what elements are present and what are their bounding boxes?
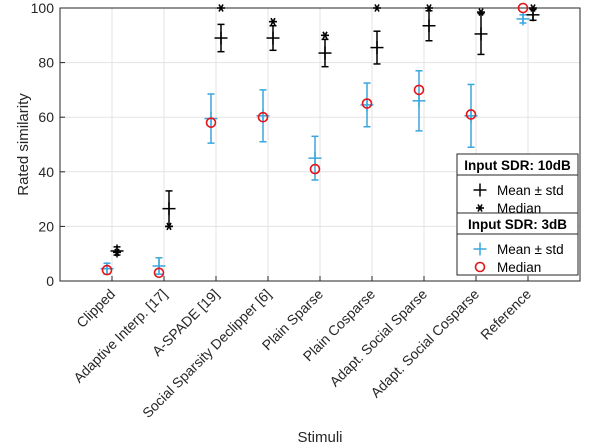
legend-3db-title: Input SDR: 3dB [468, 217, 567, 232]
median-marker [257, 111, 269, 123]
mean-marker [214, 31, 228, 45]
mean-marker [516, 12, 530, 26]
median-marker [517, 2, 529, 14]
mean-marker [318, 46, 332, 60]
data-marks [100, 2, 540, 279]
y-tick-label: 100 [31, 0, 55, 16]
median-marker [309, 163, 321, 175]
legend-3db-mean-symbol [473, 242, 487, 256]
y-tick-label: 0 [46, 273, 54, 289]
median-marker [217, 4, 225, 12]
y-ticks: 0 20 40 60 80 100 [31, 0, 65, 289]
legend-10db: Input SDR: 10dB Mean ± std Median [456, 153, 579, 217]
legend-10db-median-label: Median [497, 201, 541, 216]
series-10db [110, 4, 540, 258]
mean-marker [474, 27, 488, 41]
legend-10db-title: Input SDR: 10dB [464, 158, 571, 173]
median-marker [269, 17, 277, 26]
series-3db [100, 2, 530, 279]
median-star-stroke [530, 4, 536, 12]
legend-3db-median-label: Median [497, 260, 541, 275]
legend-3db: Input SDR: 3dB Mean ± std Median [456, 212, 579, 276]
median-star-stroke [374, 4, 380, 12]
median-star-stroke [166, 222, 172, 231]
mean-marker [152, 259, 166, 273]
legend-10db-median-symbol [476, 204, 484, 212]
y-tick-label: 80 [38, 55, 54, 71]
y-axis-title: Rated similarity [15, 93, 32, 196]
median-marker [477, 8, 485, 16]
median-marker [361, 98, 373, 109]
median-star-stroke [478, 8, 484, 16]
median-marker [373, 4, 381, 12]
median-star-stroke [426, 4, 432, 12]
mean-marker [308, 151, 322, 165]
median-marker [205, 117, 217, 128]
y-tick-label: 20 [38, 218, 54, 234]
median-star-stroke [477, 204, 483, 212]
median-star-stroke [114, 248, 120, 257]
x-axis-title: Stimuli [297, 429, 342, 446]
legend-3db-box [456, 212, 579, 276]
mean-marker [266, 31, 280, 45]
median-marker [413, 84, 425, 96]
median-marker [321, 31, 329, 40]
mean-marker [162, 202, 176, 216]
median-marker [165, 222, 173, 231]
legend-10db-mean-symbol [473, 183, 487, 197]
median-marker [529, 4, 537, 12]
legend-10db-mean-label: Mean ± std [497, 183, 564, 198]
legend-median-circle [474, 261, 486, 273]
grid-layer [60, 7, 580, 282]
median-marker [153, 267, 165, 279]
y-tick-label: 40 [38, 164, 54, 180]
mean-marker [370, 41, 384, 55]
median-star-stroke [322, 31, 328, 40]
median-star-stroke [218, 4, 224, 12]
legend-3db-median-symbol [474, 261, 486, 273]
median-star-stroke [270, 17, 276, 26]
legend-3db-mean-label: Mean ± std [497, 242, 564, 257]
mean-marker [422, 19, 436, 33]
legend-10db-box [456, 153, 579, 217]
median-marker [425, 4, 433, 12]
median-marker [113, 248, 121, 257]
y-tick-label: 60 [38, 109, 54, 125]
median-marker [465, 109, 477, 120]
mean-marker [526, 8, 540, 22]
median-marker [101, 264, 113, 276]
mean-marker [412, 94, 426, 108]
